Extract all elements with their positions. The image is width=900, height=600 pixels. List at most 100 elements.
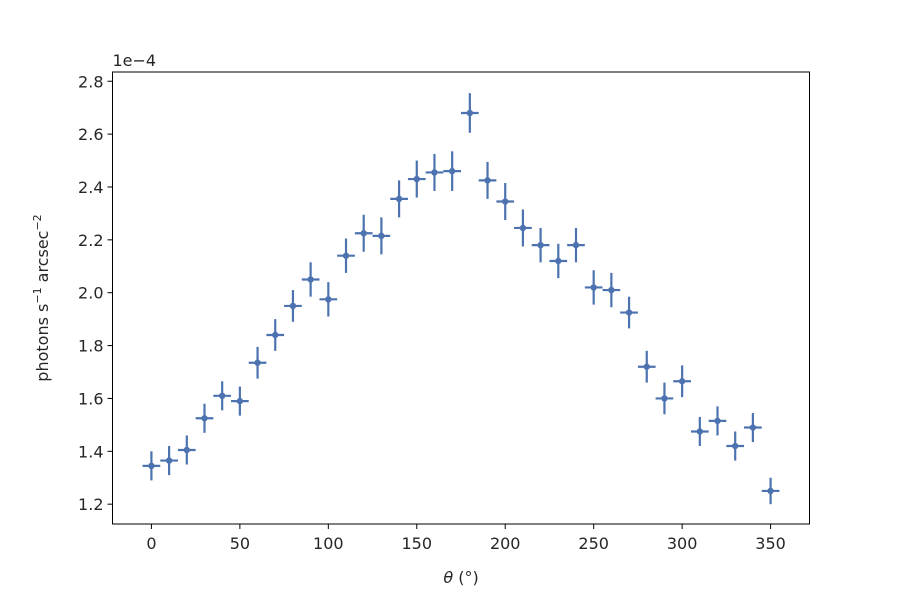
data-point: [354, 214, 373, 252]
data-marker: [448, 167, 456, 175]
data-marker: [590, 284, 597, 291]
data-point: [443, 151, 461, 191]
y-tick-label: 2.6: [78, 125, 103, 144]
data-marker: [183, 446, 190, 454]
y-axis-label: photons s−1 arcsec−2: [31, 214, 52, 381]
y-tick-label: 1.4: [78, 442, 103, 461]
data-marker: [519, 224, 527, 232]
data-marker: [342, 252, 350, 259]
data-point: [726, 431, 745, 461]
y-tick-label: 1.2: [78, 495, 103, 514]
data-marker: [678, 378, 686, 385]
data-point: [248, 346, 267, 379]
y-axis-label-main: photons s: [33, 304, 52, 382]
y-tick-label: 2.4: [78, 178, 103, 197]
data-point: [531, 227, 550, 263]
data-marker: [165, 457, 173, 464]
data-point: [690, 416, 709, 447]
data-point: [637, 350, 656, 383]
data-marker: [378, 232, 385, 240]
data-marker: [661, 395, 668, 402]
data-marker: [572, 241, 580, 249]
data-point: [142, 451, 161, 481]
y-tick-label: 2.2: [78, 231, 103, 250]
data-point: [655, 382, 674, 415]
data-point: [496, 183, 515, 221]
x-axis-label-symbol: θ: [443, 568, 453, 587]
data-marker: [625, 309, 633, 316]
data-point: [567, 227, 585, 263]
data-marker: [696, 428, 704, 435]
plot-area: [142, 93, 780, 505]
data-point: [549, 243, 568, 279]
data-point: [584, 270, 603, 305]
data-marker: [325, 296, 332, 303]
x-tick-label: 0: [146, 534, 156, 553]
data-point: [602, 272, 621, 308]
y-tick-label: 1.6: [78, 389, 103, 408]
data-point: [514, 209, 532, 247]
data-marker: [307, 276, 314, 283]
x-tick-label: 350: [755, 534, 786, 553]
data-point: [407, 160, 426, 198]
data-marker: [431, 169, 438, 176]
data-point: [160, 446, 178, 476]
y-axis-label-mid: arcsec: [33, 231, 52, 288]
data-marker: [484, 177, 491, 184]
x-tick-label: 250: [578, 534, 609, 553]
data-marker: [148, 462, 155, 470]
data-marker: [218, 392, 226, 400]
data-point: [620, 296, 638, 329]
data-marker: [714, 417, 721, 425]
data-point: [744, 412, 762, 443]
x-axis-label: θ (°): [443, 568, 478, 587]
data-marker: [466, 109, 474, 117]
data-point: [319, 282, 338, 317]
data-marker: [360, 230, 367, 237]
data-point: [231, 386, 249, 416]
data-point: [708, 406, 727, 436]
y-tick-label: 2.0: [78, 284, 103, 303]
data-point: [177, 435, 196, 465]
data-point: [195, 403, 214, 433]
x-tick-label: 300: [667, 534, 698, 553]
y-axis-multiplier: 1e−4: [113, 51, 157, 70]
y-tick-label: 1.8: [78, 337, 103, 356]
x-tick-label: 150: [402, 534, 433, 553]
y-axis: 1.2 1.4 1.6 1.8 2.0 2.2 2.4 2.6 2.8: [78, 72, 113, 514]
data-point: [213, 381, 232, 411]
data-point: [673, 365, 691, 398]
data-marker: [767, 487, 774, 495]
data-marker: [732, 442, 739, 450]
data-marker: [236, 397, 244, 405]
y-axis-label-sup2: −2: [31, 214, 44, 230]
x-tick-label: 50: [230, 534, 250, 553]
data-point: [301, 262, 320, 297]
data-marker: [395, 195, 403, 203]
data-marker: [254, 359, 261, 366]
data-point: [372, 217, 391, 255]
data-point: [425, 153, 444, 191]
data-marker: [413, 175, 420, 183]
data-marker: [201, 415, 208, 422]
x-axis: 0 50 100 150 200 250 300 350: [146, 524, 786, 553]
data-marker: [537, 241, 544, 249]
data-point: [266, 319, 285, 351]
data-marker: [608, 286, 615, 294]
x-tick-label: 100: [313, 534, 344, 553]
data-point: [284, 290, 302, 322]
x-tick-label: 200: [490, 534, 521, 553]
data-point: [337, 238, 355, 273]
y-tick-label: 2.8: [78, 72, 103, 91]
data-marker: [502, 198, 509, 205]
data-point: [761, 477, 780, 505]
y-axis-label-sup1: −1: [31, 287, 44, 303]
data-point: [461, 93, 479, 133]
data-marker: [643, 363, 650, 370]
data-marker: [555, 257, 562, 265]
data-marker: [272, 331, 279, 339]
data-marker: [289, 302, 297, 310]
data-point: [478, 161, 497, 199]
